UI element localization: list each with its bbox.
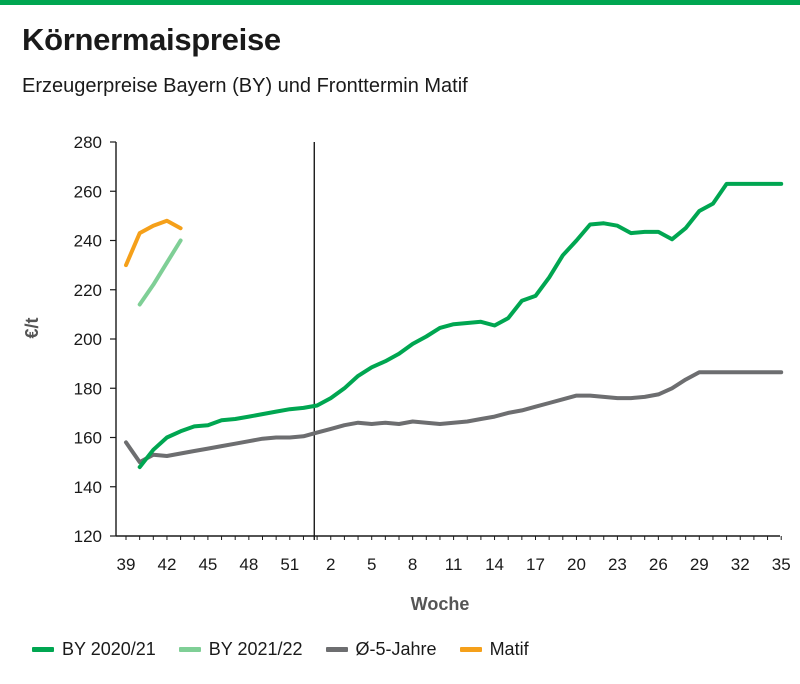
legend-item: BY 2021/22	[178, 638, 303, 660]
series-line-by-2020-21	[137, 181, 784, 470]
y-tick-label: 280	[74, 133, 102, 152]
chart-title: Körnermaispreise	[22, 22, 281, 57]
legend-label: BY 2020/21	[62, 638, 156, 659]
y-tick-label: 120	[74, 527, 102, 546]
y-tick-label: 180	[74, 379, 102, 398]
x-tick-label: 39	[117, 555, 136, 574]
x-tick-label: 8	[408, 555, 417, 574]
y-tick-label: 240	[74, 232, 102, 251]
chart-legend: BY 2020/21 BY 2021/22 Ø-5-Jahre Matif	[32, 637, 552, 661]
chart-subtitle: Erzeugerpreise Bayern (BY) und Frontterm…	[22, 75, 468, 97]
legend-item: Ø-5-Jahre	[325, 638, 437, 660]
y-tick-label: 160	[74, 429, 102, 448]
x-tick-label: 20	[567, 555, 586, 574]
x-tick-label: 2	[326, 555, 335, 574]
x-axis-label: Woche	[411, 594, 470, 614]
y-tick-label: 200	[74, 330, 102, 349]
legend-label: BY 2021/22	[208, 638, 303, 659]
series-line-by-2021-22	[137, 238, 183, 307]
x-tick-label: 29	[690, 555, 709, 574]
legend-swatch	[325, 646, 348, 652]
legend-label: Ø-5-Jahre	[355, 638, 437, 659]
legend-swatch	[178, 646, 201, 652]
series-layer	[124, 181, 784, 470]
legend-item: BY 2020/21	[32, 639, 156, 660]
top-accent-rule	[0, 0, 800, 5]
axes-layer: 120 140 160 180 200 220 240 260 280 39 42 45 48 51 2 5 8…	[74, 133, 791, 574]
x-tick-label: 35	[772, 555, 791, 574]
legend-item: Matif	[459, 638, 529, 660]
series-line-5-jahre	[124, 370, 784, 465]
x-tick-label: 32	[731, 555, 750, 574]
x-tick-label: 26	[649, 555, 668, 574]
y-tick-label: 220	[74, 281, 102, 300]
y-tick-label: 140	[74, 478, 102, 497]
legend-swatch	[459, 646, 482, 652]
x-tick-label: 48	[239, 555, 258, 574]
series-line-matif	[124, 218, 183, 268]
legend-swatch	[32, 646, 54, 652]
x-tick-label: 23	[608, 555, 627, 574]
y-axis-label: €/t	[22, 317, 42, 338]
x-tick-label: 51	[280, 555, 299, 574]
x-tick-label: 45	[198, 555, 217, 574]
x-tick-label: 11	[445, 555, 463, 574]
x-tick-label: 5	[367, 555, 376, 574]
x-tick-label: 14	[485, 555, 504, 574]
legend-label: Matif	[489, 638, 529, 659]
x-tick-label: 17	[526, 555, 545, 574]
y-tick-label: 260	[74, 182, 102, 201]
x-tick-label: 42	[157, 555, 176, 574]
